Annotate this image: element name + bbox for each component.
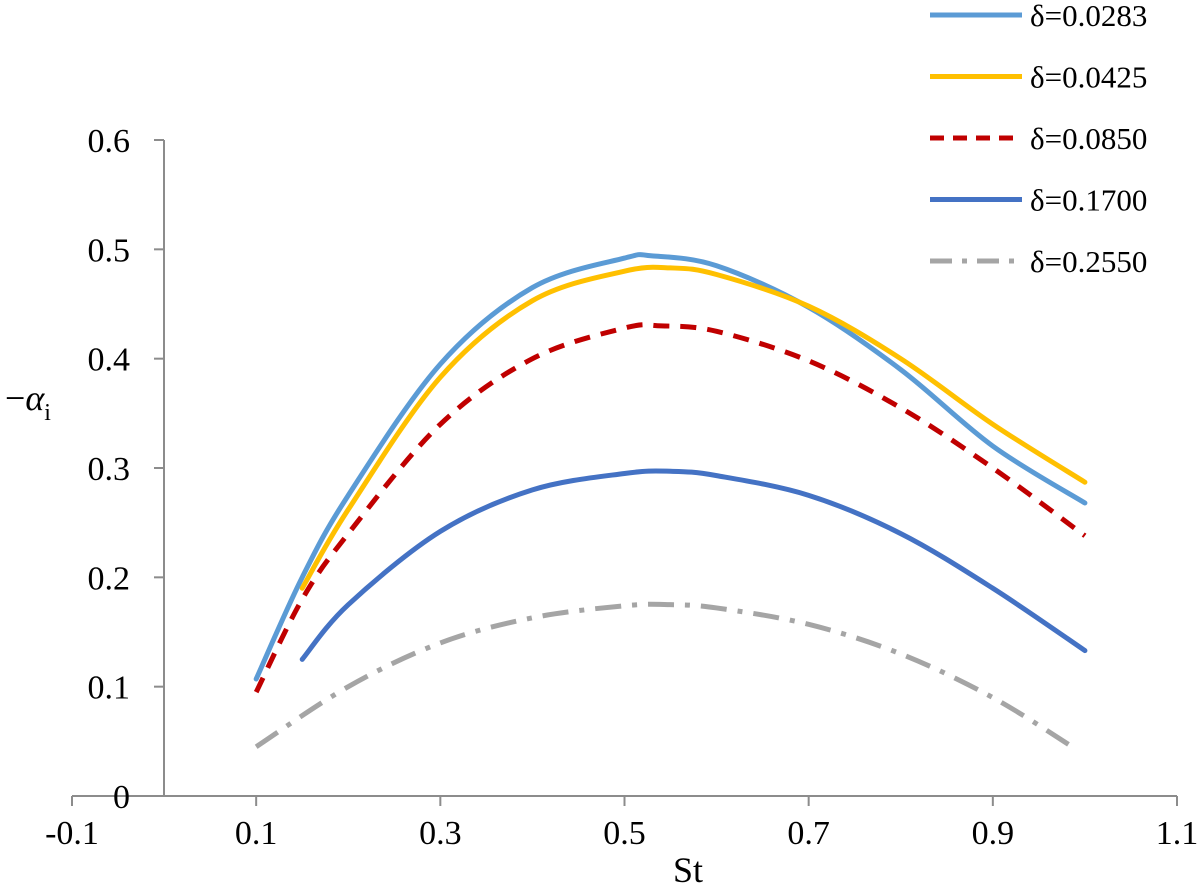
y-axis-label-subscript: i <box>44 400 51 426</box>
y-axis-label: −αi <box>5 378 51 426</box>
y-tick-label: 0.5 <box>88 232 131 269</box>
x-tick-label: 0.9 <box>972 815 1015 852</box>
legend-label-4: δ=0.1700 <box>1030 183 1147 218</box>
series-line-3 <box>253 322 1087 694</box>
x-tick-label: 1.1 <box>1156 815 1199 852</box>
y-tick-label: 0 <box>113 779 130 816</box>
y-tick-label: 0.3 <box>88 451 131 488</box>
x-tick-label: 0.5 <box>603 815 646 852</box>
x-tick-label: -0.1 <box>45 815 99 852</box>
legend: δ=0.0283 δ=0.0425 δ=0.0850 δ=0.1700 δ=0.2550 <box>930 0 1147 279</box>
plot-lines <box>253 252 1088 752</box>
x-axis-label: St <box>673 850 703 888</box>
series-line-2 <box>299 264 1088 591</box>
y-tick-label: 0.4 <box>88 342 131 379</box>
x-tick-label: 0.1 <box>235 815 278 852</box>
axes: -0.1 0.1 0.3 0.5 0.7 0.9 1.1 0 0.1 0.2 0.3 0.4 0.5 0.… <box>45 123 1198 852</box>
y-axis-label-symbol: α <box>25 378 45 418</box>
y-axis-label-prefix: − <box>5 378 25 418</box>
legend-label-2: δ=0.0425 <box>1030 60 1147 95</box>
y-tick-label: 0.1 <box>88 670 131 707</box>
series-line-5 <box>254 601 1078 752</box>
y-tick-label: 0.2 <box>88 560 131 597</box>
x-tick-label: 0.3 <box>419 815 462 852</box>
y-tick-label: 0.6 <box>88 123 131 160</box>
x-tick-label: 0.7 <box>787 815 830 852</box>
legend-label-1: δ=0.0283 <box>1030 0 1147 33</box>
legend-label-3: δ=0.0850 <box>1030 121 1147 156</box>
legend-label-5: δ=0.2550 <box>1030 244 1147 279</box>
series-line-1 <box>253 252 1088 682</box>
series-line-4 <box>299 468 1088 662</box>
